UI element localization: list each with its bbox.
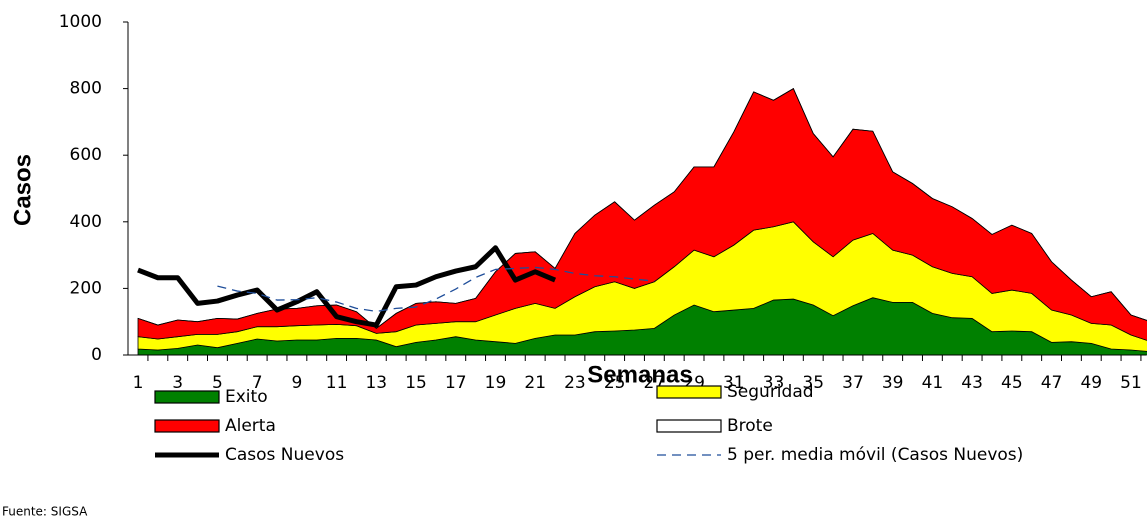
legend-label: Casos Nuevos bbox=[225, 445, 344, 465]
y-axis-title: Casos bbox=[9, 154, 36, 226]
source: Fuente: SIGSA bbox=[2, 505, 88, 519]
x-tick-label: 25 bbox=[604, 373, 626, 393]
legend-swatch bbox=[154, 419, 220, 433]
x-tick-label: 19 bbox=[485, 373, 507, 393]
x-tick-label: 7 bbox=[252, 373, 263, 393]
legend-label: 5 per. media móvil (Casos Nuevos) bbox=[727, 445, 1023, 465]
x-tick-label: 51 bbox=[1120, 373, 1142, 393]
x-tick-label: 11 bbox=[326, 373, 348, 393]
legend-swatch bbox=[656, 385, 722, 399]
x-tick-label: 33 bbox=[763, 373, 785, 393]
x-tick-label: 49 bbox=[1080, 373, 1102, 393]
x-tick-label: 5 bbox=[212, 373, 223, 393]
y-tick-label: 0 bbox=[91, 345, 102, 365]
line bbox=[137, 245, 557, 328]
x-tick-label: 13 bbox=[365, 373, 387, 393]
legend-swatch bbox=[154, 390, 220, 404]
x-tick-label: 43 bbox=[961, 373, 983, 393]
x-tick-label: 23 bbox=[564, 373, 586, 393]
y-tick-label: 200 bbox=[70, 278, 102, 298]
x-tick-label: 37 bbox=[842, 373, 864, 393]
x-axis-title: Semanas bbox=[587, 361, 692, 388]
x-tick-label: 39 bbox=[882, 373, 904, 393]
x-tick-label: 21 bbox=[524, 373, 546, 393]
plot-area bbox=[137, 88, 1147, 356]
x-tick-label: 31 bbox=[723, 373, 745, 393]
x-tick-label: 3 bbox=[172, 373, 183, 393]
x-tick-label: 35 bbox=[802, 373, 824, 393]
legend-swatch bbox=[656, 419, 722, 433]
legend-label: Brote bbox=[727, 416, 773, 436]
x-tick-label: 47 bbox=[1041, 373, 1063, 393]
y-tick-label: 600 bbox=[70, 145, 102, 165]
line bbox=[217, 266, 655, 313]
x-tick-label: 45 bbox=[1001, 373, 1023, 393]
legend-label: Alerta bbox=[225, 416, 276, 436]
legend-label: Seguridad bbox=[727, 382, 814, 402]
y-tick-label: 1000 bbox=[59, 12, 102, 32]
x-tick-label: 15 bbox=[405, 373, 427, 393]
y-tick-label: 800 bbox=[70, 79, 102, 99]
x-tick-label: 9 bbox=[291, 373, 302, 393]
legend-label: Exito bbox=[225, 387, 268, 407]
x-tick-label: 17 bbox=[445, 373, 467, 393]
x-tick-label: 1 bbox=[133, 373, 144, 393]
x-tick-label: 41 bbox=[922, 373, 944, 393]
area bbox=[137, 88, 1147, 329]
y-tick-label: 400 bbox=[70, 212, 102, 232]
